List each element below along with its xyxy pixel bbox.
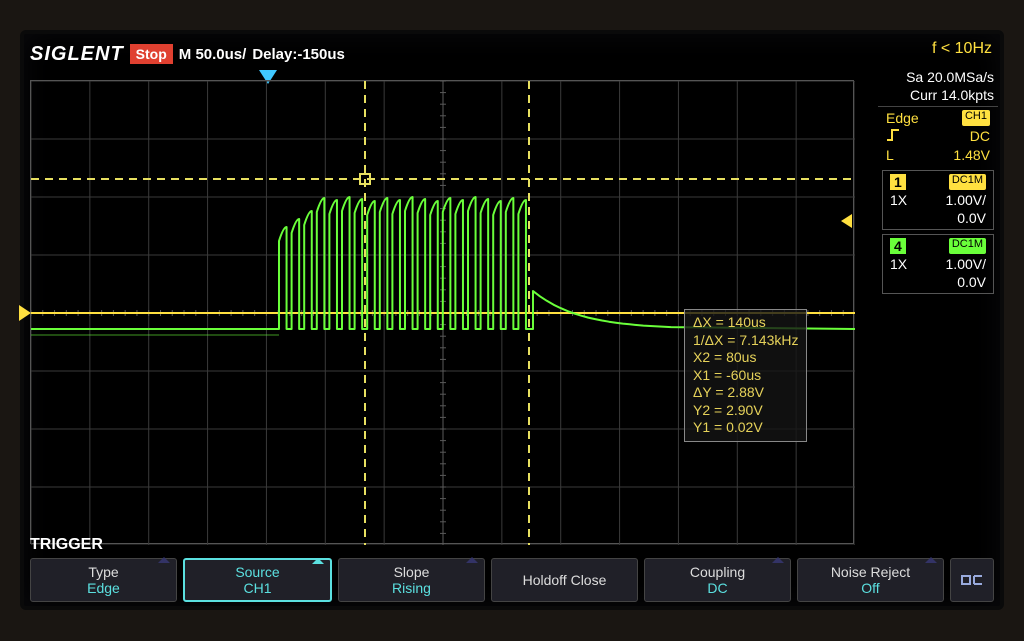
memory-depth: Curr 14.0kpts	[878, 86, 998, 104]
channel-coupling-tag: DC1M	[949, 238, 986, 254]
trigger-mode-label: Edge	[886, 110, 919, 126]
bottom-menu: TypeEdgeSourceCH1SlopeRisingHoldoff Clos…	[30, 558, 994, 602]
menu-slope[interactable]: SlopeRising	[338, 558, 485, 602]
sample-rate: Sa 20.0MSa/s	[878, 68, 998, 86]
menu-value: CH1	[243, 580, 271, 596]
side-panel: Sa 20.0MSa/s Curr 14.0kpts Edge CH1 DC L…	[878, 68, 998, 295]
menu-title: Slope	[394, 564, 430, 580]
cursor-Y1: Y1 = 0.02V	[693, 419, 798, 437]
oscilloscope-screen: SIGLENT Stop M 50.0us/ Delay:-150us f < …	[20, 30, 1004, 610]
trigger-mode-row: Edge CH1	[882, 109, 994, 127]
menu-value: Rising	[392, 580, 431, 596]
diamond-icon	[925, 551, 937, 563]
channel-number: 4	[890, 238, 906, 254]
cursor-X2: X2 = 80us	[693, 349, 798, 367]
channel-probe: 1X	[890, 256, 907, 272]
diamond-icon	[312, 552, 324, 564]
channel-offset: 0.0V	[957, 274, 986, 290]
trigger-section-label: TRIGGER	[30, 536, 103, 554]
cursor-readout-box: ΔX = 140us1/ΔX = 7.143kHzX2 = 80usX1 = -…	[684, 309, 807, 442]
trigger-coupling: DC	[970, 128, 990, 145]
menu-holdoff-close[interactable]: Holdoff Close	[491, 558, 638, 602]
run-state-badge[interactable]: Stop	[130, 44, 173, 64]
diamond-icon	[158, 551, 170, 563]
cursor-X1: X1 = -60us	[693, 367, 798, 385]
trigger-coupling-row: DC	[882, 127, 994, 146]
edge-icon	[886, 128, 900, 145]
trigger-source-tag: CH1	[962, 110, 990, 126]
diamond-icon	[772, 551, 784, 563]
channel-scale: 1.00V/	[946, 192, 986, 208]
channel-offset: 0.0V	[957, 210, 986, 226]
menu-type[interactable]: TypeEdge	[30, 558, 177, 602]
brand-logo: SIGLENT	[30, 43, 124, 66]
menu-title: Source	[235, 564, 279, 580]
channel-badge[interactable]: 1 DC1M 1X 1.00V/0.0V	[882, 170, 994, 230]
menu-title: Type	[88, 564, 118, 580]
cursor-dY: ΔY = 2.88V	[693, 384, 798, 402]
menu-value: Off	[861, 580, 879, 596]
cursor-dX: ΔX = 140us	[693, 314, 798, 332]
menu-title: Noise Reject	[831, 564, 910, 580]
channel-badge[interactable]: 4 DC1M 1X 1.00V/0.0V	[882, 234, 994, 294]
cursor-Y2: Y2 = 2.90V	[693, 402, 798, 420]
trigger-level: 1.48V	[953, 147, 990, 163]
menu-source[interactable]: SourceCH1	[183, 558, 332, 602]
trigger-level-row: L 1.48V	[882, 146, 994, 164]
frequency-counter: f < 10Hz	[932, 40, 992, 58]
menu-coupling[interactable]: CouplingDC	[644, 558, 791, 602]
menu-value: Edge	[87, 580, 120, 596]
menu-value: DC	[707, 580, 727, 596]
channel-coupling-tag: DC1M	[949, 174, 986, 190]
diamond-icon	[466, 551, 478, 563]
top-bar: SIGLENT Stop M 50.0us/ Delay:-150us	[30, 40, 994, 68]
channel-scale: 1.00V/	[946, 256, 986, 272]
ch1-ground-marker[interactable]	[19, 305, 31, 321]
channel-probe: 1X	[890, 192, 907, 208]
menu-noise-reject[interactable]: Noise RejectOff	[797, 558, 944, 602]
trigger-level-prefix: L	[886, 147, 894, 163]
io-icon[interactable]	[950, 558, 994, 602]
menu-title: Coupling	[690, 564, 745, 580]
menu-title: Holdoff Close	[523, 572, 607, 588]
channel-number: 1	[890, 174, 906, 190]
delay-label: Delay:-150us	[252, 46, 345, 63]
timebase-label: M 50.0us/	[179, 46, 247, 63]
cursor-inv_dX: 1/ΔX = 7.143kHz	[693, 332, 798, 350]
